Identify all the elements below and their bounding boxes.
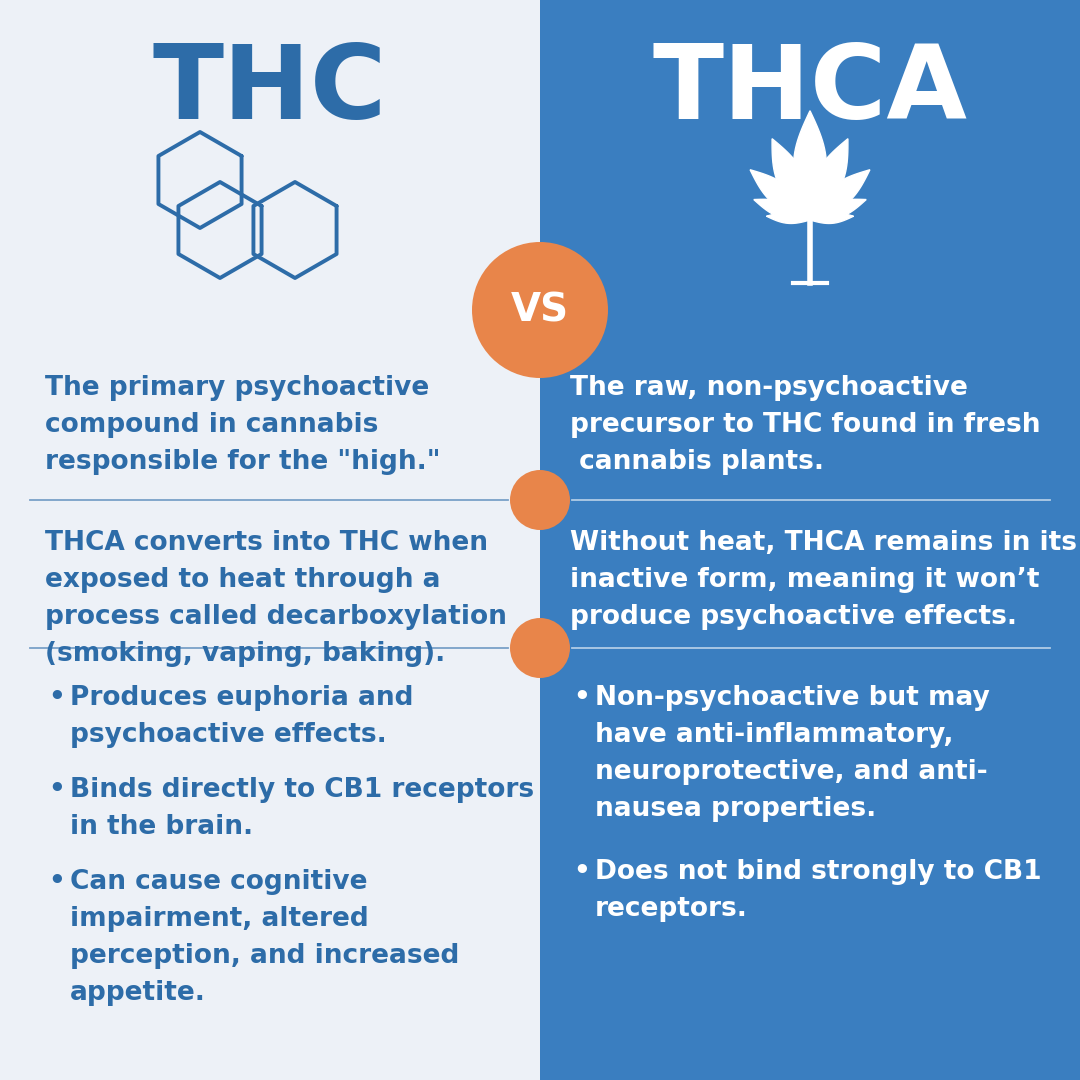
Circle shape bbox=[510, 470, 570, 530]
Polygon shape bbox=[794, 111, 826, 220]
Polygon shape bbox=[754, 200, 810, 220]
Text: THCA converts into THC when
exposed to heat through a
process called decarboxyla: THCA converts into THC when exposed to h… bbox=[45, 530, 507, 667]
Bar bbox=[0, 0, 540, 1080]
Polygon shape bbox=[810, 200, 866, 220]
Text: •: • bbox=[48, 868, 65, 894]
Text: THCA: THCA bbox=[652, 40, 968, 141]
Text: •: • bbox=[573, 859, 590, 885]
Circle shape bbox=[510, 618, 570, 678]
Text: Can cause cognitive
impairment, altered
perception, and increased
appetite.: Can cause cognitive impairment, altered … bbox=[70, 868, 459, 1005]
Polygon shape bbox=[810, 138, 848, 220]
Text: •: • bbox=[573, 685, 590, 711]
Text: VS: VS bbox=[511, 291, 569, 329]
Text: Binds directly to CB1 receptors
in the brain.: Binds directly to CB1 receptors in the b… bbox=[70, 777, 535, 840]
Text: The primary psychoactive
compound in cannabis
responsible for the "high.": The primary psychoactive compound in can… bbox=[45, 375, 441, 475]
Circle shape bbox=[472, 242, 608, 378]
Polygon shape bbox=[772, 138, 810, 220]
Polygon shape bbox=[810, 170, 869, 220]
Text: Produces euphoria and
psychoactive effects.: Produces euphoria and psychoactive effec… bbox=[70, 685, 414, 748]
Polygon shape bbox=[767, 213, 810, 224]
Text: Without heat, THCA remains in its
inactive form, meaning it won’t
produce psycho: Without heat, THCA remains in its inacti… bbox=[570, 530, 1077, 630]
Polygon shape bbox=[810, 213, 853, 224]
Text: Does not bind strongly to CB1
receptors.: Does not bind strongly to CB1 receptors. bbox=[595, 859, 1041, 921]
Text: THC: THC bbox=[152, 40, 388, 141]
Polygon shape bbox=[751, 170, 810, 220]
Text: •: • bbox=[48, 777, 65, 802]
Text: Non-psychoactive but may
have anti-inflammatory,
neuroprotective, and anti-
naus: Non-psychoactive but may have anti-infla… bbox=[595, 685, 990, 822]
Text: •: • bbox=[48, 685, 65, 711]
Bar bbox=[540, 0, 1080, 1080]
Text: The raw, non-psychoactive
precursor to THC found in fresh
 cannabis plants.: The raw, non-psychoactive precursor to T… bbox=[570, 375, 1040, 475]
